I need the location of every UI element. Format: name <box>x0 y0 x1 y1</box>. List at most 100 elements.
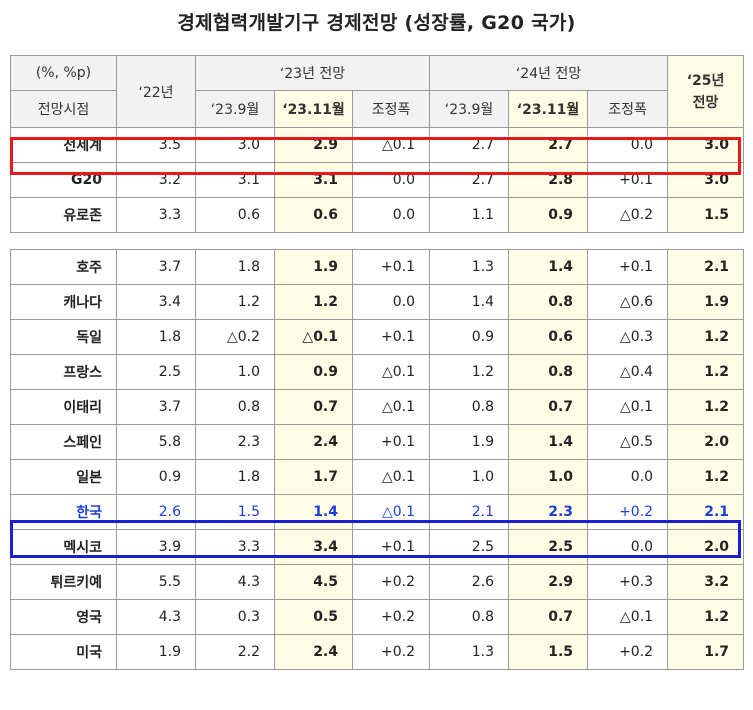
country-name: 이태리 <box>10 389 117 425</box>
value-cell: 2.0 <box>667 529 745 565</box>
value-cell: 3.9 <box>116 529 196 565</box>
value-cell: 1.4 <box>508 424 589 460</box>
value-cell: 1.2 <box>274 284 353 320</box>
value-cell: △0.2 <box>195 319 275 355</box>
value-cell: +0.2 <box>351 634 431 670</box>
value-cell: 1.9 <box>667 284 745 320</box>
country-name: 일본 <box>10 459 117 495</box>
y24-header: ‘24년 전망 <box>429 55 669 91</box>
value-cell: 0.7 <box>508 599 589 635</box>
table-row: 멕시코 3.9 3.3 3.4 +0.1 2.5 2.5 0.0 2.0 <box>10 529 745 565</box>
value-cell: +0.1 <box>351 529 431 565</box>
value-cell: 3.1 <box>195 162 275 198</box>
value-cell: 2.5 <box>429 529 510 565</box>
value-cell: 2.8 <box>508 162 589 198</box>
value-cell: 0.9 <box>116 459 196 495</box>
table-row: G20 3.2 3.1 3.1 0.0 2.7 2.8 +0.1 3.0 <box>10 162 745 198</box>
value-cell: △0.6 <box>587 284 669 320</box>
value-cell: 1.2 <box>667 599 745 635</box>
value-cell: 1.8 <box>116 319 196 355</box>
value-cell: 3.7 <box>116 249 196 285</box>
value-cell: 1.2 <box>667 389 745 425</box>
value-cell: 2.1 <box>667 249 745 285</box>
table-row: 튀르키예 5.5 4.3 4.5 +0.2 2.6 2.9 +0.3 3.2 <box>10 564 745 600</box>
value-cell: △0.1 <box>274 319 353 355</box>
value-cell: 0.9 <box>508 197 589 233</box>
value-cell: +0.1 <box>587 162 669 198</box>
value-cell: +0.1 <box>351 249 431 285</box>
country-name: 프랑스 <box>10 354 117 390</box>
spacer-cell <box>10 232 744 250</box>
value-cell: 0.8 <box>195 389 275 425</box>
value-cell: 3.2 <box>667 564 745 600</box>
value-cell: 2.2 <box>195 634 275 670</box>
sub-header: ‘23.9월 <box>195 90 275 128</box>
y25-header-line2: 전망 <box>692 94 719 111</box>
value-cell: 2.4 <box>274 424 353 460</box>
value-cell: △0.4 <box>587 354 669 390</box>
value-cell: 1.5 <box>508 634 589 670</box>
value-cell: 1.4 <box>508 249 589 285</box>
value-cell: 5.8 <box>116 424 196 460</box>
country-name: 영국 <box>10 599 117 635</box>
value-cell: △0.1 <box>351 354 431 390</box>
value-cell: 1.0 <box>508 459 589 495</box>
page-title: 경제협력개발기구 경제전망 (성장률, G20 국가) <box>177 12 576 34</box>
value-cell: 2.9 <box>274 127 353 163</box>
table-row: 호주 3.7 1.8 1.9 +0.1 1.3 1.4 +0.1 2.1 <box>10 249 745 285</box>
value-cell: 1.4 <box>429 284 510 320</box>
value-cell: 0.0 <box>351 197 431 233</box>
value-cell: 2.7 <box>429 162 510 198</box>
value-cell: 2.6 <box>429 564 510 600</box>
value-cell: △0.3 <box>587 319 669 355</box>
value-cell: +0.2 <box>351 599 431 635</box>
value-cell: △0.1 <box>351 459 431 495</box>
y22-header: ‘22년 <box>116 55 196 128</box>
value-cell: 3.0 <box>667 162 745 198</box>
value-cell: 2.6 <box>116 494 196 530</box>
value-cell: 2.9 <box>508 564 589 600</box>
value-cell: 0.8 <box>508 354 589 390</box>
value-cell: 3.2 <box>116 162 196 198</box>
table-row: 스페인 5.8 2.3 2.4 +0.1 1.9 1.4 △0.5 2.0 <box>10 424 745 460</box>
value-cell: 1.2 <box>667 319 745 355</box>
value-cell: 2.3 <box>508 494 589 530</box>
value-cell: △0.1 <box>351 127 431 163</box>
value-cell: 0.7 <box>508 389 589 425</box>
value-cell: 0.7 <box>274 389 353 425</box>
value-cell: 5.5 <box>116 564 196 600</box>
value-cell: 2.7 <box>429 127 510 163</box>
sub-header: ‘23.11월 <box>508 90 589 128</box>
value-cell: 4.3 <box>116 599 196 635</box>
table-row: 프랑스 2.5 1.0 0.9 △0.1 1.2 0.8 △0.4 1.2 <box>10 354 745 390</box>
value-cell: △0.1 <box>587 389 669 425</box>
value-cell: 0.3 <box>195 599 275 635</box>
sub-header: 조정폭 <box>587 90 669 128</box>
value-cell: 0.9 <box>429 319 510 355</box>
table-body: 전세계 3.5 3.0 2.9 △0.1 2.7 2.7 0.0 3.0 G20 3.2 3.1 3.1… <box>10 127 745 670</box>
value-cell: 2.1 <box>429 494 510 530</box>
country-name: 호주 <box>10 249 117 285</box>
value-cell: 1.2 <box>667 354 745 390</box>
sub-header: ‘23.11월 <box>274 90 353 128</box>
y25-header: ‘25년 전망 <box>667 55 745 128</box>
value-cell: 1.2 <box>429 354 510 390</box>
value-cell: 1.1 <box>429 197 510 233</box>
value-cell: 1.5 <box>667 197 745 233</box>
value-cell: 0.8 <box>429 599 510 635</box>
value-cell: 1.0 <box>195 354 275 390</box>
value-cell: 1.8 <box>195 249 275 285</box>
growth-forecast-table: (%, %p) ‘22년 ‘23년 전망 ‘24년 전망 ‘25년 전망 전망시… <box>10 55 745 670</box>
value-cell: 1.9 <box>116 634 196 670</box>
table-row: 전세계 3.5 3.0 2.9 △0.1 2.7 2.7 0.0 3.0 <box>10 127 745 163</box>
value-cell: 0.6 <box>195 197 275 233</box>
value-cell: 3.0 <box>667 127 745 163</box>
country-name: 한국 <box>10 494 117 530</box>
table-row: 유로존 3.3 0.6 0.6 0.0 1.1 0.9 △0.2 1.5 <box>10 197 745 233</box>
country-name: 캐나다 <box>10 284 117 320</box>
value-cell: 3.3 <box>195 529 275 565</box>
value-cell: 1.9 <box>429 424 510 460</box>
country-name: 전세계 <box>10 127 117 163</box>
value-cell: 1.4 <box>274 494 353 530</box>
value-cell: 4.5 <box>274 564 353 600</box>
